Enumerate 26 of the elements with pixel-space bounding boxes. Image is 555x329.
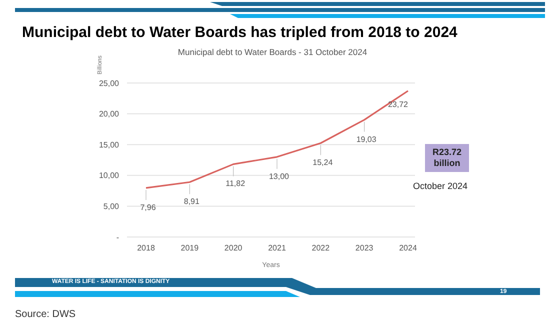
text: R23.72 billion <box>425 144 469 172</box>
data-label: 23,72 <box>388 100 409 109</box>
data-label: 15,24 <box>312 158 334 168</box>
y-tick-label: 20,00 <box>98 110 120 119</box>
y-tick-label: - <box>116 232 120 242</box>
x-tick-label: 2020 <box>224 244 243 253</box>
data-label: 11,82 <box>226 179 246 188</box>
chart-subtitle: Municipal debt to Water Boards - 31 October 2024 <box>178 47 368 57</box>
data-label: 19,03 <box>356 134 377 144</box>
y-tick-label: 25,00 <box>98 78 120 88</box>
annotation: October 2024 <box>413 181 468 191</box>
source-note: Source: DWS <box>15 309 76 320</box>
y-tick-label: 5,00 <box>103 202 120 212</box>
x-tick-label: 2019 <box>180 244 200 253</box>
data-label: 8,91 <box>184 197 200 206</box>
data-label: 13,00 <box>268 172 290 181</box>
y-tick-label: 10,00 <box>98 171 120 180</box>
y-tick-label: 15,00 <box>98 140 120 150</box>
x-tick-label: 2023 <box>355 244 374 253</box>
x-tick-label: 2024 <box>399 244 418 253</box>
chart-title: Municipal debt to Water Boards has tripled from 2018 to 2024 <box>22 24 458 41</box>
line-series <box>145 90 409 189</box>
data-label: 7,96 <box>140 202 156 212</box>
x-tick-label: 2021 <box>268 244 286 253</box>
x-tick-label: 2018 <box>137 244 156 253</box>
x-tick-label: 2022 <box>312 244 330 253</box>
